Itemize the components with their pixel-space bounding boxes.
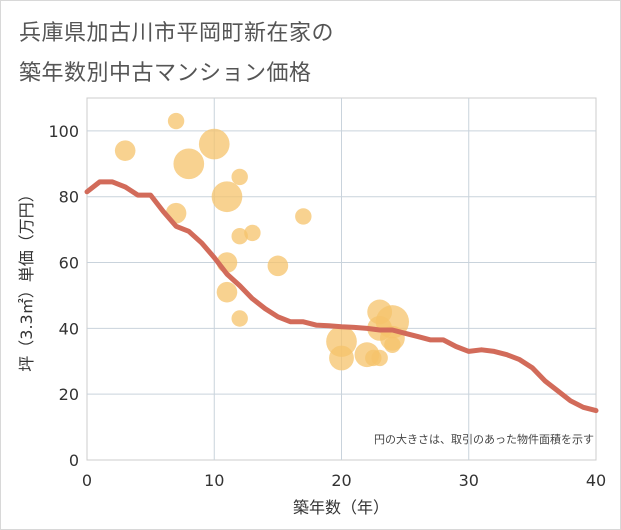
bubble-point [114, 140, 136, 161]
x-tick-label: 0 [82, 471, 92, 490]
y-tick-labels: 0 20 40 60 80 100 [48, 122, 79, 470]
bubble-point [371, 349, 388, 367]
bubble-point [216, 281, 238, 303]
y-tick-label: 20 [59, 385, 79, 404]
trend-line [84, 179, 599, 414]
x-tick-labels: 0 10 20 30 40 [82, 471, 606, 490]
bubble-point [231, 310, 248, 327]
bubble-point [329, 345, 354, 371]
chart-title-line-1: 兵庫県加古川市平岡町新在家の [19, 21, 335, 46]
y-tick-label: 100 [48, 122, 79, 141]
y-tick-label: 60 [59, 254, 79, 273]
x-tick-label: 20 [331, 471, 351, 490]
y-axis-label: 坪（3.3㎡）単価（万円） [17, 186, 36, 371]
bubble-point [167, 112, 185, 130]
bubble-point [198, 128, 230, 160]
bubble-point [231, 228, 248, 245]
bubble-point [211, 181, 243, 213]
bubble-point [173, 148, 205, 180]
y-tick-label: 40 [59, 319, 79, 338]
bubble-point [244, 224, 261, 242]
x-tick-label: 30 [459, 471, 479, 490]
x-tick-label: 40 [586, 471, 606, 490]
bubble-point [295, 208, 312, 225]
y-tick-label: 0 [69, 451, 79, 470]
chart-title-line-2: 築年数別中古マンション価格 [19, 61, 312, 86]
y-tick-label: 80 [59, 188, 79, 207]
bubble-size-note: 円の大きさは、取引のあった物件面積を示す [374, 432, 594, 446]
x-tick-label: 10 [204, 471, 224, 490]
bubble-point [384, 336, 401, 354]
bubble-point [267, 255, 289, 277]
x-axis-label: 築年数（年） [293, 498, 389, 517]
trend-line-series [84, 179, 599, 414]
bubble-point [231, 168, 248, 186]
